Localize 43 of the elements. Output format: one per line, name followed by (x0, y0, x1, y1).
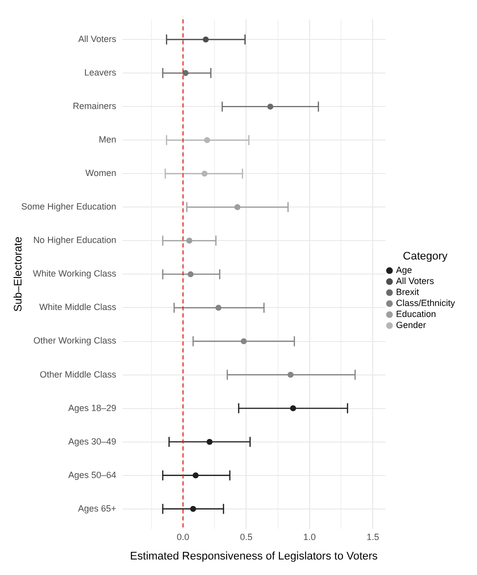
x-tick-label: 0.5 (240, 532, 253, 542)
y-tick-label: No Higher Education (33, 235, 116, 246)
point (206, 438, 213, 445)
y-tick-label: Other Middle Class (40, 369, 117, 380)
point (202, 36, 209, 43)
point (204, 137, 210, 144)
point (188, 271, 194, 278)
legend-label: Class/Ethnicity (396, 298, 456, 308)
point (215, 304, 222, 311)
point (202, 170, 208, 177)
y-tick-label: Women (85, 168, 116, 178)
y-tick-label: Men (98, 134, 116, 145)
point (190, 506, 196, 512)
point (288, 372, 294, 378)
legend-label: Education (396, 309, 436, 320)
point (267, 104, 274, 110)
point (234, 204, 240, 210)
y-tick-label: Some Higher Education (21, 202, 116, 212)
x-tick-label: 0.0 (176, 532, 190, 542)
x-tick-label: 1.5 (366, 532, 380, 542)
legend-title: Category (402, 250, 448, 262)
y-tick-label: White Working Class (32, 268, 117, 279)
point (290, 405, 296, 412)
legend-label: Brexit (396, 287, 420, 298)
y-tick-label: Ages 65+ (78, 503, 116, 514)
point (186, 238, 192, 244)
y-tick-label: Ages 50–64 (68, 470, 116, 480)
point (182, 70, 189, 76)
legend-label: Gender (396, 320, 426, 330)
y-tick-label: All Voters (78, 34, 117, 44)
x-axis-title: Estimated Responsiveness of Legislators to Voters (130, 550, 378, 562)
point (240, 338, 247, 344)
x-tick-label: 1.0 (303, 532, 316, 542)
y-tick-label: Remainers (72, 101, 117, 112)
y-tick-label: Leavers (84, 68, 117, 78)
legend-label: Age (396, 265, 412, 276)
point (192, 472, 199, 478)
y-tick-label: Other Working Class (33, 336, 117, 346)
y-tick-label: Ages 30–49 (68, 436, 116, 446)
legend-label: All Voters (396, 276, 434, 286)
y-tick-label: White Middle Class (39, 302, 117, 312)
y-axis-title: Sub–Electorate (12, 236, 25, 312)
y-tick-label: Ages 18–29 (68, 402, 116, 413)
